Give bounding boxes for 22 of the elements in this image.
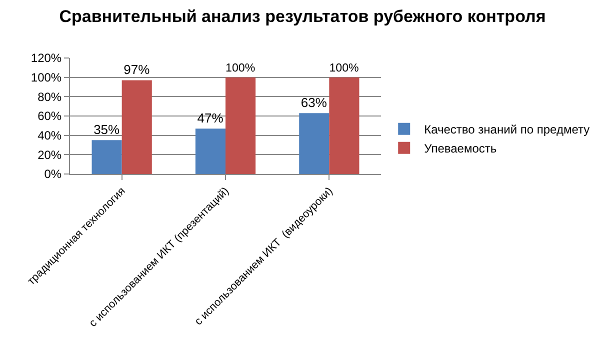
legend-label: Упеваемость [424, 142, 497, 156]
bar [92, 140, 122, 174]
data-label: 100% [329, 62, 359, 75]
y-tick-label: 20% [38, 148, 62, 162]
data-label: 63% [300, 95, 328, 110]
y-tick-label: 80% [38, 90, 62, 104]
data-label: 35% [94, 122, 120, 138]
data-label: 47% [197, 110, 224, 126]
y-tick-label: 120% [30, 51, 62, 66]
bar [226, 77, 256, 174]
chart-title: Сравнительный анализ результатов рубежного контроля [59, 7, 546, 26]
data-label: 100% [226, 62, 256, 75]
data-label: 97% [124, 62, 150, 78]
y-tick-label: 0% [44, 167, 62, 182]
bar [299, 113, 330, 174]
y-tick-label: 60% [38, 109, 62, 124]
y-tick-label: 40% [38, 128, 62, 143]
bar [122, 80, 152, 174]
y-tick-label: 100% [30, 70, 62, 85]
bar [195, 128, 226, 174]
legend-label: Качество знаний по предмету [424, 122, 590, 137]
bar [329, 77, 360, 174]
